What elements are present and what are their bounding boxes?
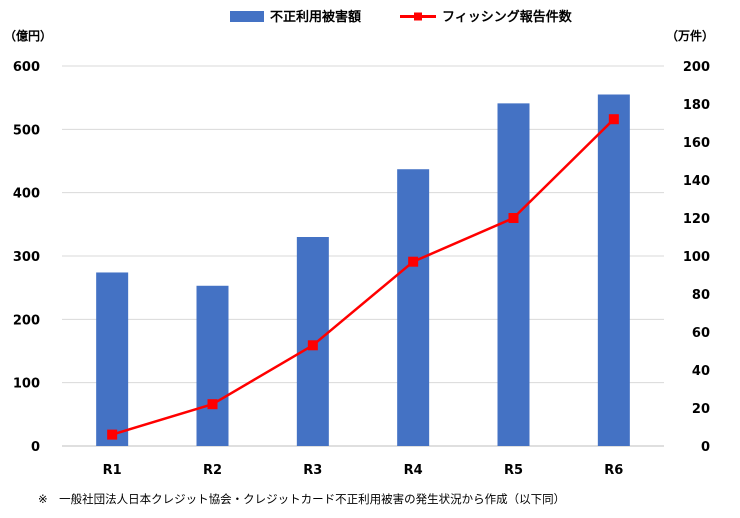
line-path [111, 118, 615, 436]
bar-R4 [397, 169, 430, 446]
line-point-R1 [107, 429, 118, 440]
right-tick-label: 120 [683, 212, 710, 227]
gridlines [62, 65, 664, 447]
left-tick-label: 600 [13, 60, 40, 75]
category-label: R2 [203, 463, 222, 478]
right-tick-label: 0 [701, 440, 710, 455]
left-axis-unit: （億円） [4, 28, 52, 43]
left-tick-label: 300 [13, 250, 40, 265]
category-tick-labels: R1 R2 R3 R4 R5 R6 [103, 463, 624, 478]
right-tick-label: 40 [692, 364, 710, 379]
category-label: R6 [604, 463, 623, 478]
line-point-R2 [207, 399, 218, 410]
bar-R6 [597, 94, 630, 446]
left-tick-label: 400 [13, 187, 40, 202]
category-label: R1 [103, 463, 122, 478]
legend-line-label: フィッシング報告件数 [442, 9, 573, 25]
bar-R2 [196, 285, 229, 446]
line-point-R6 [608, 114, 619, 125]
category-label: R5 [504, 463, 523, 478]
line-point-R4 [408, 256, 419, 267]
line-point-R3 [307, 340, 318, 351]
right-tick-label: 180 [683, 98, 710, 113]
bar-R1 [96, 272, 129, 446]
left-tick-label: 500 [13, 123, 40, 138]
legend-bar-label: 不正利用被害額 [270, 9, 361, 25]
footnote: ※ 一般社団法人日本クレジット協会・クレジットカード不正利用被害の発生状況から作… [38, 492, 565, 506]
legend-bar-swatch [230, 11, 264, 22]
right-tick-label: 200 [683, 60, 710, 75]
line-point-R5 [508, 213, 519, 223]
legend: 不正利用被害額 フィッシング報告件数 [230, 9, 573, 25]
left-tick-label: 0 [31, 440, 40, 455]
right-axis-unit: （万件） [666, 28, 714, 43]
right-tick-label: 60 [692, 326, 710, 341]
right-tick-label: 160 [683, 136, 710, 151]
right-tick-label: 20 [692, 402, 710, 417]
right-tick-label: 100 [683, 250, 710, 265]
category-label: R4 [404, 463, 423, 478]
legend-line-marker [414, 12, 422, 21]
right-axis-tick-labels: 0 20 40 60 80 100 120 140 160 180 200 [683, 60, 710, 455]
left-tick-label: 200 [13, 313, 40, 328]
right-tick-label: 140 [683, 174, 710, 189]
category-label: R3 [303, 463, 322, 478]
left-axis-tick-labels: 0 100 200 300 400 500 600 [13, 60, 40, 455]
bar-series [96, 94, 630, 446]
bar-R5 [497, 103, 530, 446]
left-tick-label: 100 [13, 377, 40, 392]
right-tick-label: 80 [692, 288, 710, 303]
line-series [107, 114, 619, 440]
